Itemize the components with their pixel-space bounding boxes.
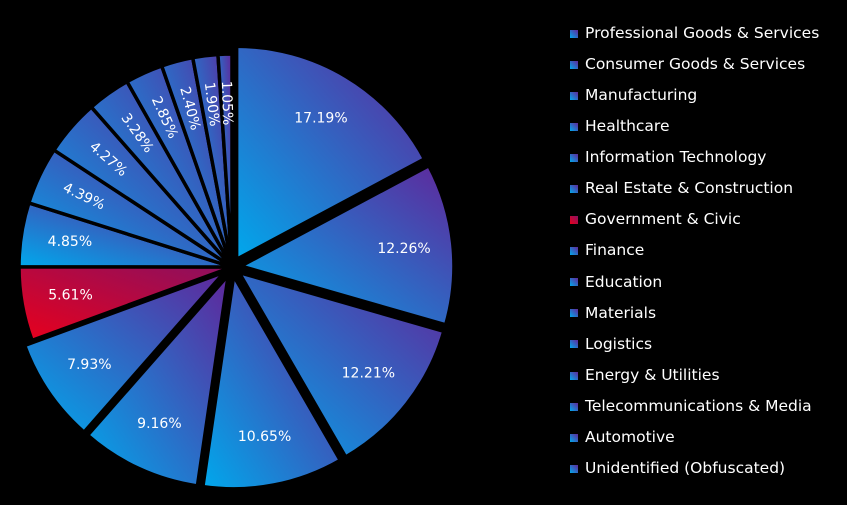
legend-item-logistics: Logistics (570, 329, 819, 360)
slice-label-healthcare: 10.65% (238, 429, 291, 445)
legend-item-unidentified-obfuscated: Unidentified (Obfuscated) (570, 453, 819, 484)
slice-label-automotive: 1.90% (201, 81, 222, 127)
legend-item-materials: Materials (570, 298, 819, 329)
pie-slice-healthcare (201, 274, 343, 491)
slice-label-government-and-civic: 5.61% (48, 288, 92, 304)
pie-slice-unidentified-obfuscated (216, 52, 234, 269)
legend-item-telecommunications-and-media: Telecommunications & Media (570, 391, 819, 422)
legend-swatch-finance (570, 247, 578, 256)
legend-swatch-unidentified-obfuscated (570, 464, 578, 473)
legend-label-manufacturing: Manufacturing (585, 85, 698, 104)
legend-item-education: Education (570, 267, 819, 298)
legend-item-government-and-civic: Government & Civic (570, 205, 819, 236)
legend-swatch-telecommunications-and-media (570, 402, 578, 411)
legend-swatch-education (570, 278, 578, 287)
legend-swatch-government-and-civic (570, 216, 578, 225)
legend-label-education: Education (585, 272, 663, 291)
pie-slice-professional-goods-and-services (234, 44, 427, 262)
legend-item-manufacturing: Manufacturing (570, 80, 819, 111)
slice-label-consumer-goods-and-services: 12.26% (377, 241, 430, 257)
legend-swatch-automotive (570, 433, 578, 442)
slice-label-real-estate-and-construction: 7.93% (67, 357, 111, 373)
pie-slices (17, 44, 456, 491)
legend-item-information-technology: Information Technology (570, 142, 819, 173)
legend-label-automotive: Automotive (585, 428, 675, 447)
legend-label-logistics: Logistics (585, 334, 653, 353)
legend-item-professional-goods-and-services: Professional Goods & Services (570, 18, 819, 49)
legend-item-finance: Finance (570, 236, 819, 267)
legend-swatch-information-technology (570, 153, 578, 162)
legend-label-government-and-civic: Government & Civic (585, 210, 741, 229)
slice-label-manufacturing: 12.21% (342, 366, 395, 382)
legend-label-energy-and-utilities: Energy & Utilities (585, 365, 720, 384)
legend-label-healthcare: Healthcare (585, 117, 670, 136)
legend-label-professional-goods-and-services: Professional Goods & Services (585, 23, 820, 42)
slice-label-information-technology: 9.16% (137, 416, 181, 432)
legend-label-telecommunications-and-media: Telecommunications & Media (585, 396, 812, 415)
legend-item-consumer-goods-and-services: Consumer Goods & Services (570, 49, 819, 80)
legend-swatch-real-estate-and-construction (570, 185, 578, 194)
pie-slice-information-technology (85, 273, 230, 488)
legend-swatch-logistics (570, 340, 578, 349)
legend-item-energy-and-utilities: Energy & Utilities (570, 360, 819, 391)
legend-item-healthcare: Healthcare (570, 111, 819, 142)
legend-swatch-professional-goods-and-services (570, 29, 578, 38)
legend-item-real-estate-and-construction: Real Estate & Construction (570, 173, 819, 204)
legend-label-finance: Finance (585, 241, 645, 260)
legend-label-unidentified-obfuscated: Unidentified (Obfuscated) (585, 459, 786, 478)
slice-label-professional-goods-and-services: 17.19% (294, 111, 347, 127)
legend-label-materials: Materials (585, 303, 657, 322)
pie-slice-real-estate-and-construction (22, 270, 227, 434)
legend-swatch-consumer-goods-and-services (570, 60, 578, 69)
legend-label-information-technology: Information Technology (585, 148, 767, 167)
legend-item-automotive: Automotive (570, 422, 819, 453)
slice-label-unidentified-obfuscated: 1.05% (218, 81, 235, 126)
legend-swatch-energy-and-utilities (570, 371, 578, 380)
legend-swatch-materials (570, 309, 578, 318)
pie-slice-consumer-goods-and-services (239, 163, 456, 327)
legend-swatch-healthcare (570, 122, 578, 131)
chart-legend: Professional Goods & Services Consumer Go… (570, 18, 819, 484)
legend-label-consumer-goods-and-services: Consumer Goods & Services (585, 54, 806, 73)
legend-label-real-estate-and-construction: Real Estate & Construction (585, 179, 794, 198)
pie-slice-manufacturing (237, 270, 446, 459)
legend-swatch-manufacturing (570, 91, 578, 100)
slice-label-finance: 4.85% (48, 234, 92, 250)
pie-chart: 17.19% 12.26% 12.21% 10.65% 9.16% 7.93% 5.61% 4… (17, 44, 456, 491)
